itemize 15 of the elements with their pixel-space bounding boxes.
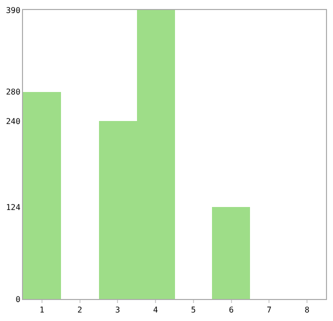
x-tick-label: 8 — [304, 306, 310, 315]
x-tick-label: 6 — [228, 306, 234, 315]
y-tick-label: 124 — [6, 202, 21, 212]
x-tick-label: 2 — [77, 306, 82, 315]
x-tick-label: 3 — [115, 306, 120, 315]
bar — [23, 92, 61, 299]
y-tick-label: 390 — [6, 6, 21, 15]
y-tick-label: 280 — [6, 87, 21, 96]
y-tick-label: 0 — [16, 294, 21, 304]
y-tick-label: 240 — [6, 116, 21, 126]
x-tick-label: 1 — [40, 306, 45, 315]
bar — [212, 207, 250, 299]
x-tick-label: 4 — [153, 306, 158, 315]
x-tick-label: 7 — [266, 306, 272, 315]
x-tick-label: 5 — [191, 306, 196, 315]
